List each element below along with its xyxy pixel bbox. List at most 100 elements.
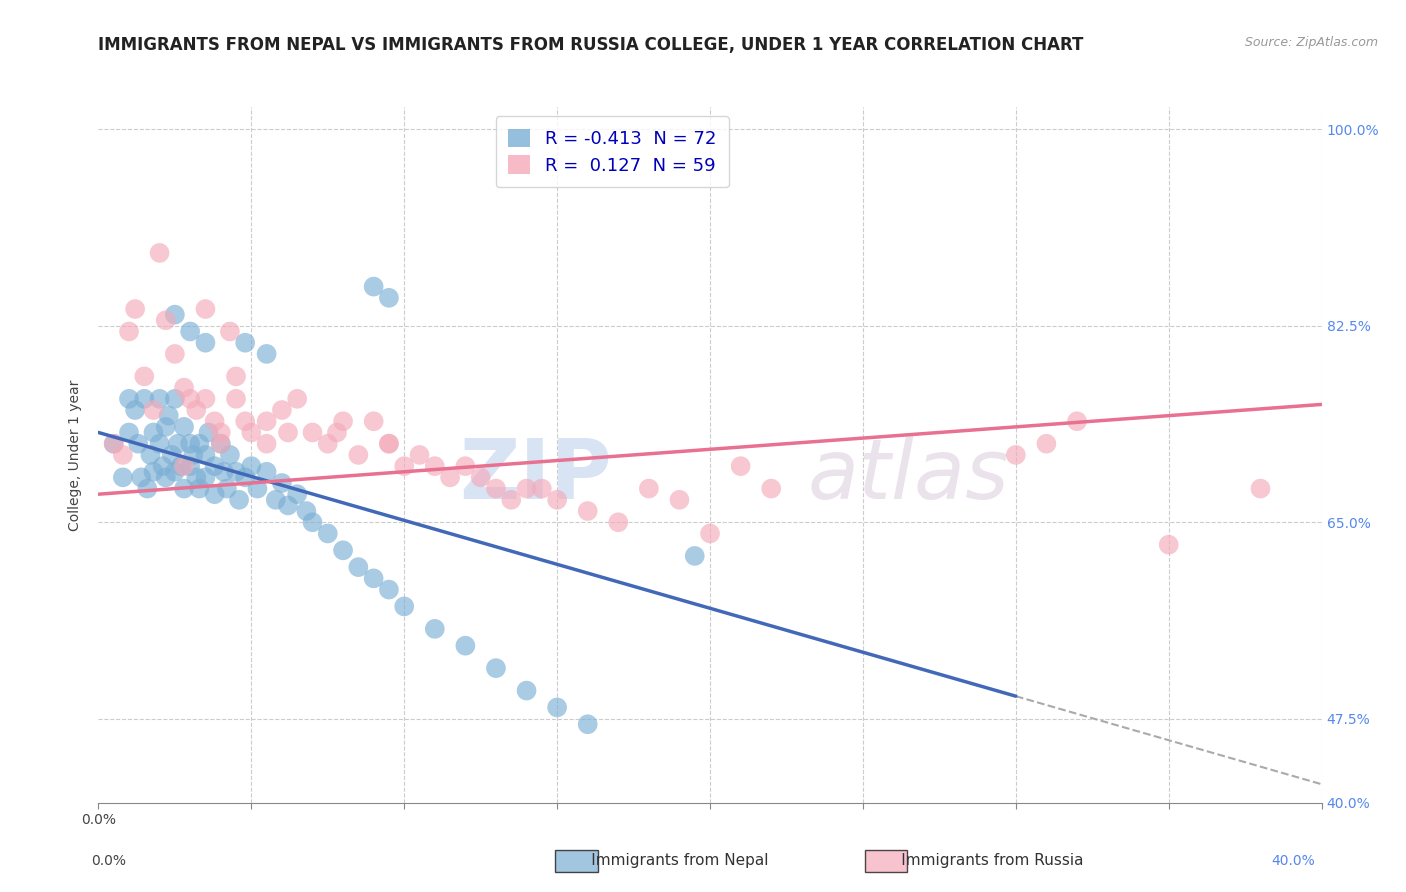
Point bbox=[188, 436, 211, 450]
Point bbox=[139, 448, 162, 462]
Point bbox=[181, 448, 204, 462]
Point bbox=[149, 246, 172, 260]
Point bbox=[163, 308, 186, 322]
Point bbox=[219, 325, 242, 339]
Point bbox=[301, 425, 323, 440]
Point bbox=[186, 470, 208, 484]
Point bbox=[347, 560, 370, 574]
Point bbox=[277, 425, 299, 440]
Point bbox=[111, 448, 134, 462]
Point bbox=[233, 414, 256, 428]
Point bbox=[454, 459, 477, 474]
Point bbox=[194, 301, 217, 316]
Point bbox=[378, 436, 401, 450]
Point bbox=[209, 425, 232, 440]
Point bbox=[103, 436, 125, 450]
Point bbox=[256, 436, 278, 450]
Point bbox=[301, 515, 323, 529]
Point bbox=[576, 504, 599, 518]
Point bbox=[118, 392, 141, 406]
Text: Immigrants from Russia: Immigrants from Russia bbox=[872, 854, 1083, 868]
Point bbox=[179, 325, 201, 339]
Point bbox=[233, 470, 256, 484]
Point bbox=[516, 683, 538, 698]
Point bbox=[136, 482, 159, 496]
Point bbox=[219, 448, 242, 462]
Point bbox=[378, 291, 401, 305]
Point bbox=[485, 661, 508, 675]
Point bbox=[326, 425, 349, 440]
Point bbox=[1004, 448, 1026, 462]
Legend: R = -0.413  N = 72, R =  0.127  N = 59: R = -0.413 N = 72, R = 0.127 N = 59 bbox=[496, 116, 728, 187]
Point bbox=[256, 347, 278, 361]
Point bbox=[173, 420, 195, 434]
Point bbox=[155, 313, 177, 327]
Text: Immigrants from Nepal: Immigrants from Nepal bbox=[562, 854, 769, 868]
Point bbox=[392, 599, 416, 614]
Point bbox=[423, 459, 446, 474]
Point bbox=[759, 482, 782, 496]
Point bbox=[163, 347, 186, 361]
Point bbox=[225, 465, 247, 479]
Point bbox=[439, 470, 461, 484]
Point bbox=[378, 582, 401, 597]
Point bbox=[454, 639, 477, 653]
FancyBboxPatch shape bbox=[865, 850, 907, 872]
Point bbox=[118, 425, 141, 440]
Point bbox=[408, 448, 430, 462]
Text: 0.0%: 0.0% bbox=[91, 854, 127, 868]
Point bbox=[204, 414, 226, 428]
Point bbox=[683, 549, 706, 563]
Point bbox=[179, 436, 201, 450]
Point bbox=[270, 403, 292, 417]
Point bbox=[225, 392, 247, 406]
Point bbox=[152, 459, 174, 474]
Point bbox=[194, 335, 217, 350]
Point bbox=[155, 470, 177, 484]
Point bbox=[204, 459, 226, 474]
Text: ZIP: ZIP bbox=[460, 435, 612, 516]
Point bbox=[228, 492, 250, 507]
Point bbox=[194, 448, 217, 462]
Point bbox=[194, 470, 217, 484]
Point bbox=[134, 369, 156, 384]
Point bbox=[485, 482, 508, 496]
Point bbox=[295, 504, 318, 518]
Point bbox=[204, 487, 226, 501]
Point bbox=[256, 414, 278, 428]
Point bbox=[285, 392, 308, 406]
Point bbox=[209, 436, 232, 450]
Text: atlas: atlas bbox=[808, 435, 1010, 516]
FancyBboxPatch shape bbox=[555, 850, 598, 872]
Point bbox=[124, 403, 146, 417]
Point bbox=[607, 515, 630, 529]
Point bbox=[246, 482, 269, 496]
Point bbox=[363, 571, 385, 585]
Point bbox=[233, 335, 256, 350]
Point bbox=[225, 369, 247, 384]
Y-axis label: College, Under 1 year: College, Under 1 year bbox=[69, 379, 83, 531]
Point bbox=[501, 492, 523, 507]
Point bbox=[142, 465, 165, 479]
Point bbox=[270, 475, 292, 490]
Point bbox=[160, 448, 183, 462]
Point bbox=[170, 459, 193, 474]
Point bbox=[285, 487, 308, 501]
Point bbox=[142, 403, 165, 417]
Point bbox=[347, 448, 370, 462]
Point bbox=[240, 425, 263, 440]
Point bbox=[212, 465, 235, 479]
Point bbox=[316, 526, 339, 541]
Point bbox=[363, 414, 385, 428]
Point bbox=[111, 470, 134, 484]
Point bbox=[546, 492, 568, 507]
Text: IMMIGRANTS FROM NEPAL VS IMMIGRANTS FROM RUSSIA COLLEGE, UNDER 1 YEAR CORRELATIO: IMMIGRANTS FROM NEPAL VS IMMIGRANTS FROM… bbox=[98, 36, 1084, 54]
Point bbox=[378, 436, 401, 450]
Point bbox=[215, 482, 238, 496]
Point bbox=[470, 470, 492, 484]
Point bbox=[256, 465, 278, 479]
Point bbox=[576, 717, 599, 731]
Point bbox=[637, 482, 661, 496]
Point bbox=[730, 459, 752, 474]
Point bbox=[1035, 436, 1057, 450]
